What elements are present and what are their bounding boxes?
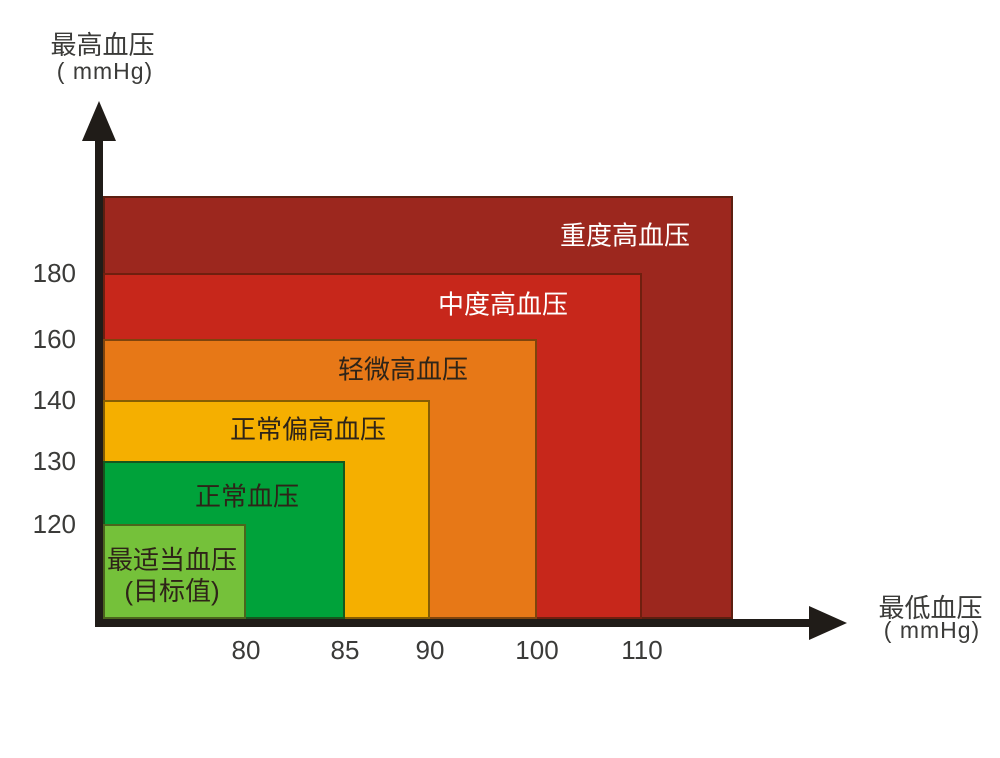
- y-tick-label-180: 180: [32, 258, 76, 288]
- zone-optimal-target: [103, 524, 246, 619]
- zone-label-optimal-target: 最适当血压 (目标值): [106, 545, 238, 606]
- zone-label-severe-hypertension: 重度高血压: [559, 220, 691, 251]
- y-axis-title: 最高血压: [50, 30, 155, 60]
- x-axis-title: 最低血压: [878, 593, 983, 623]
- x-tick-label-110: 110: [621, 635, 663, 665]
- x-tick-label-85: 85: [330, 635, 360, 665]
- zone-label-normal: 正常血压: [194, 481, 300, 512]
- y-tick-label-160: 160: [32, 324, 76, 354]
- zone-label-high-normal: 正常偏高血压: [229, 414, 387, 445]
- x-tick-label-90: 90: [415, 635, 445, 665]
- y-tick-label-140: 140: [32, 385, 76, 415]
- x-axis-arrowhead-icon: [809, 606, 847, 640]
- y-tick-label-130: 130: [32, 446, 76, 476]
- x-axis-unit: ( mmHg): [883, 617, 981, 643]
- y-axis-line: [95, 132, 103, 627]
- zone-label-moderate-hypertension: 中度高血压: [437, 289, 569, 320]
- x-tick-label-100: 100: [515, 635, 559, 665]
- x-tick-label-80: 80: [231, 635, 261, 665]
- y-axis-unit: ( mmHg): [56, 58, 154, 84]
- zone-label-mild-hypertension: 轻微高血压: [337, 354, 469, 385]
- x-axis-line: [95, 619, 814, 627]
- y-tick-label-120: 120: [32, 509, 76, 539]
